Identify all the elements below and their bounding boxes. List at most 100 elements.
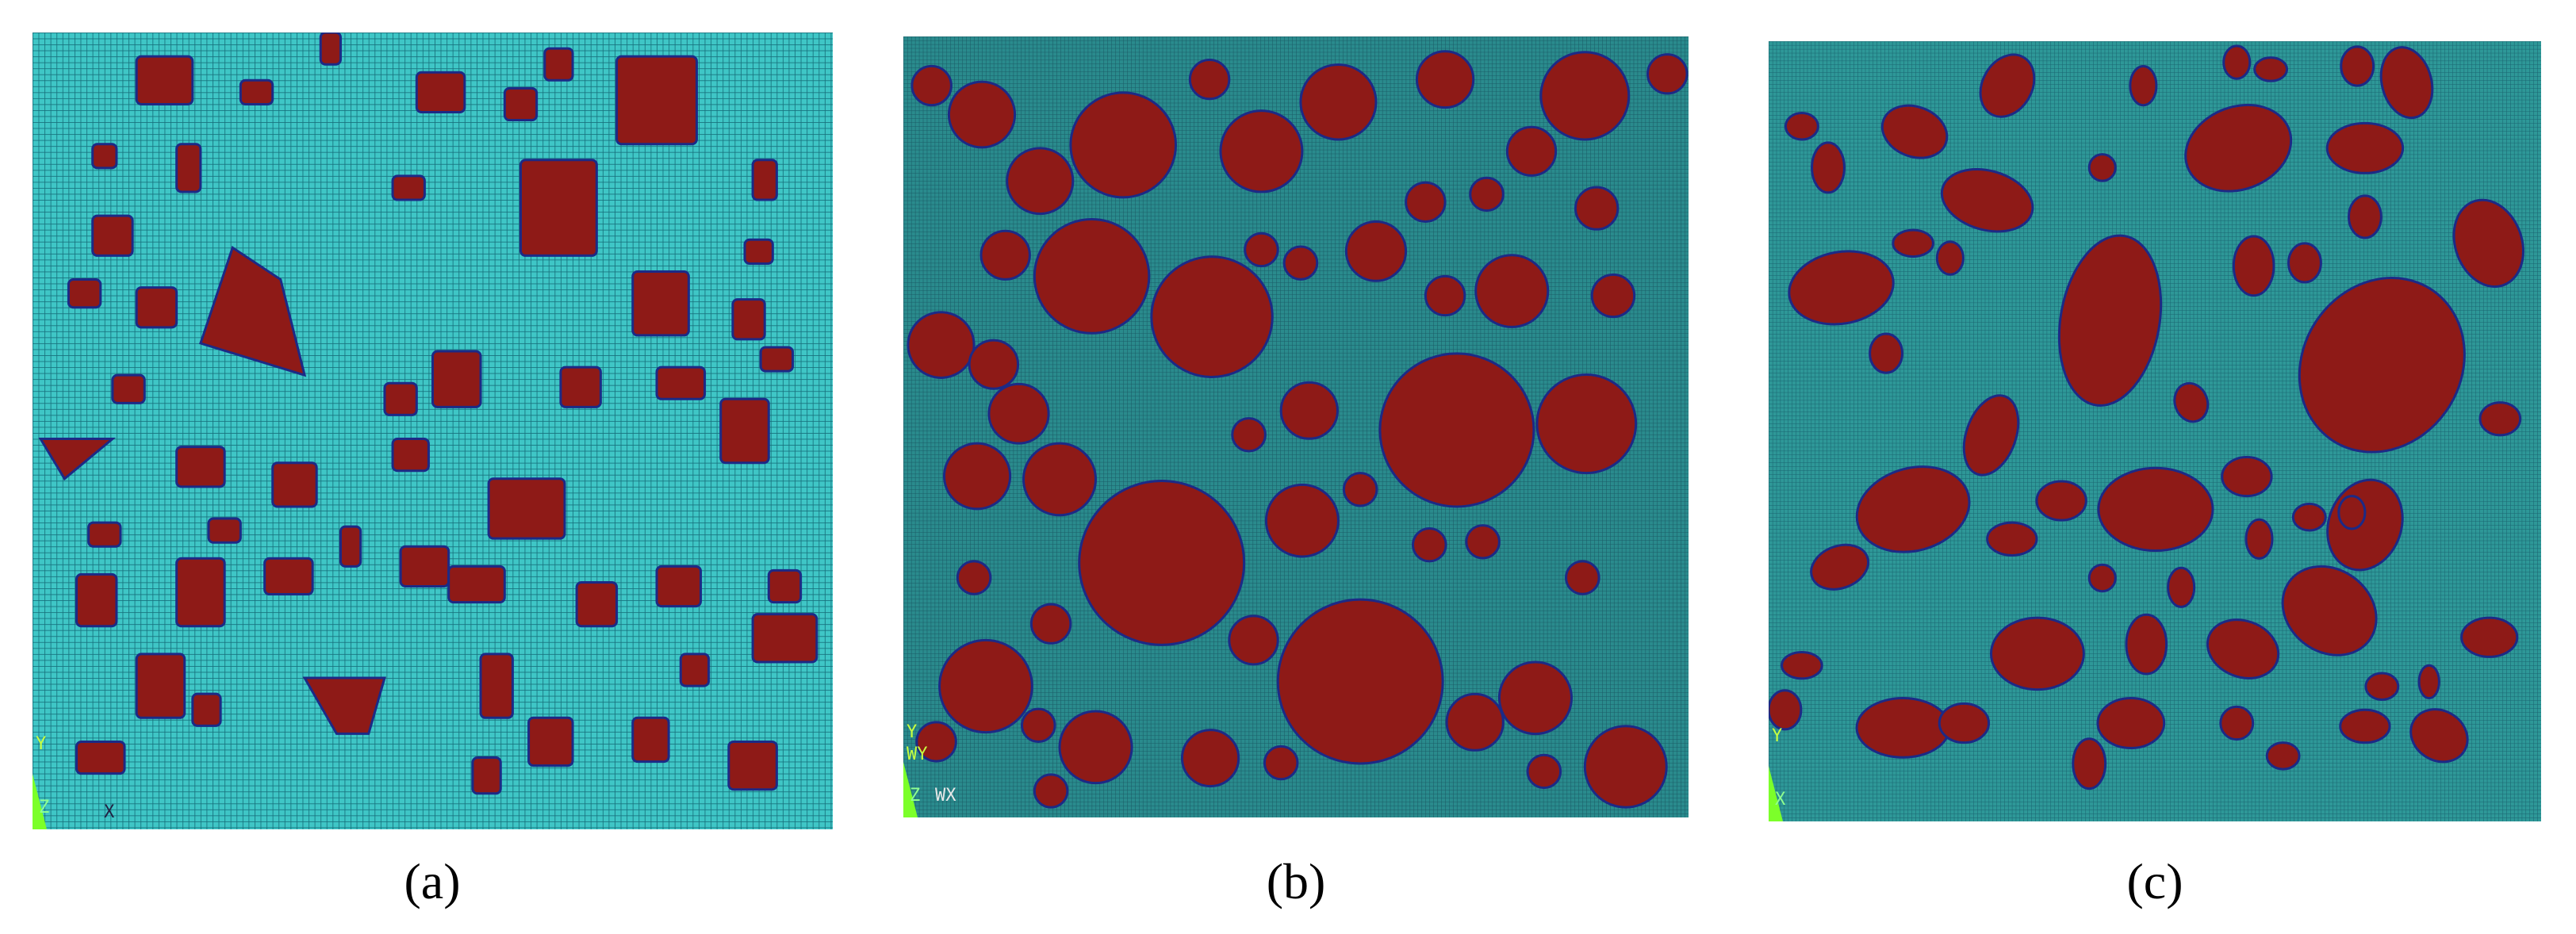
aggregate <box>113 375 144 403</box>
aggregate <box>2266 245 2497 484</box>
aggregate <box>721 399 769 462</box>
aggregate <box>1528 755 1561 787</box>
aggregate <box>2169 378 2213 426</box>
aggregate <box>201 247 305 375</box>
aggregate <box>657 566 700 606</box>
aggregate <box>2293 504 2325 530</box>
axis-label: X <box>1775 790 1786 810</box>
caption: (c) <box>2126 853 2183 909</box>
aggregate <box>1935 159 2040 241</box>
aggregate <box>1566 561 1600 594</box>
aggregate <box>769 570 800 602</box>
aggregate <box>1805 537 1875 597</box>
axis-triad <box>903 762 918 817</box>
aggregate <box>2168 568 2195 607</box>
aggregate <box>753 160 776 200</box>
aggregate <box>93 144 117 168</box>
aggregate <box>1182 730 1238 787</box>
aggregate <box>1648 55 1688 94</box>
aggregate <box>2340 710 2390 742</box>
aggregate <box>2480 403 2520 435</box>
aggregate <box>1406 182 1446 221</box>
aggregate <box>1769 691 1801 729</box>
aggregate <box>1416 52 1473 108</box>
aggregate <box>1541 52 1629 140</box>
aggregate <box>561 367 600 407</box>
mesh-panel-a: Y Z X <box>33 33 833 829</box>
aggregate <box>393 439 428 471</box>
aggregate <box>177 558 225 626</box>
aggregate <box>433 351 481 407</box>
aggregate <box>401 546 449 586</box>
aggregate <box>449 566 505 602</box>
mesh <box>33 33 833 829</box>
aggregate <box>1245 233 1278 266</box>
aggregate <box>1232 419 1266 451</box>
caption: (a) <box>404 853 461 909</box>
aggregate <box>745 239 772 263</box>
aggregate <box>177 447 225 487</box>
aggregate <box>1346 221 1405 281</box>
aggregate <box>68 280 100 308</box>
aggregate <box>1812 143 1845 193</box>
aggregate <box>2224 46 2250 78</box>
aggregate <box>1413 529 1447 561</box>
aggregate <box>1937 242 1963 274</box>
aggregate <box>2442 190 2535 297</box>
aggregate <box>2327 123 2402 173</box>
aggregate <box>1476 255 1548 327</box>
aggregate <box>1991 618 2084 690</box>
aggregate <box>617 56 697 144</box>
aggregate <box>1221 111 1302 192</box>
axis-triad <box>33 774 47 829</box>
aggregate <box>2348 196 2381 238</box>
aggregate <box>1784 243 1899 332</box>
aggregate <box>1190 60 1229 99</box>
aggregate <box>2222 457 2271 496</box>
aggregate <box>2289 243 2321 282</box>
aggregate <box>944 443 1010 509</box>
aggregate <box>273 463 316 507</box>
aggregate <box>753 614 817 662</box>
aggregate <box>1281 382 1337 438</box>
aggregate <box>949 82 1014 147</box>
aggregate <box>2265 548 2393 673</box>
aggregate <box>1847 454 1979 564</box>
aggregate <box>1875 97 1954 167</box>
aggregate <box>729 741 777 789</box>
aggregate <box>2233 236 2274 296</box>
aggregate <box>912 66 952 105</box>
aggregate <box>1592 274 1634 316</box>
aggregate <box>1782 652 1823 678</box>
aggregate <box>1954 388 2029 483</box>
aggregate <box>76 574 116 626</box>
aggregate <box>193 694 220 725</box>
aggregate <box>917 722 956 761</box>
aggregate <box>1264 746 1298 779</box>
aggregate <box>1344 473 1377 506</box>
aggregate <box>1034 775 1068 807</box>
aggregate <box>1507 127 1555 175</box>
aggregate <box>981 231 1029 279</box>
axis-label: WY <box>907 745 928 764</box>
aggregate <box>1278 599 1443 764</box>
aggregate <box>1060 711 1132 783</box>
aggregate <box>1022 709 1055 741</box>
aggregate <box>989 384 1048 443</box>
aggregate <box>305 678 385 733</box>
aggregate <box>265 558 313 594</box>
aggregate <box>1575 187 1617 229</box>
aggregate <box>93 216 132 255</box>
aggregate <box>1023 443 1095 515</box>
aggregate <box>2366 673 2398 699</box>
aggregate <box>633 272 689 335</box>
aggregate <box>1152 257 1272 377</box>
aggregate <box>416 72 465 112</box>
aggregate <box>1970 45 2045 127</box>
aggregate <box>2221 706 2253 739</box>
aggregate <box>2255 58 2287 82</box>
aggregate <box>1870 334 1903 373</box>
aggregate <box>240 80 272 104</box>
aggregate <box>2037 481 2086 520</box>
